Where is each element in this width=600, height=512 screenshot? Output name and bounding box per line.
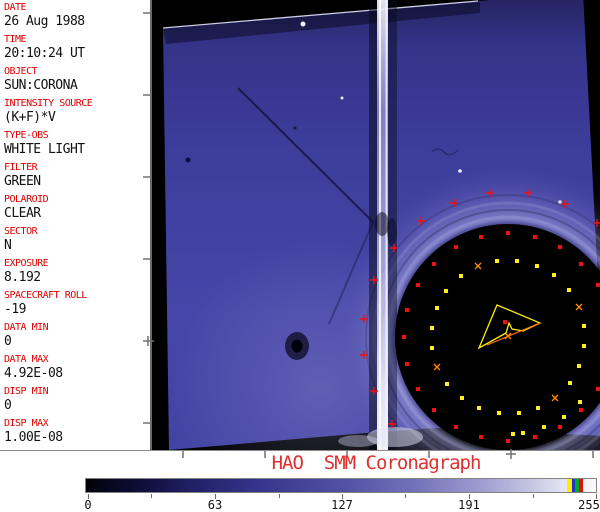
field-value: 0 <box>4 334 12 349</box>
diffraction-ring <box>365 194 600 450</box>
metadata-field: SECTOR N <box>4 226 150 253</box>
field-label: SPACECRAFT ROLL <box>4 290 87 301</box>
colorbar <box>85 478 597 493</box>
axis-ticks <box>143 12 594 459</box>
pylon-bottom-flare <box>367 427 423 447</box>
field-value: 20:10:24 UT <box>4 46 85 61</box>
field-value: 4.92E-08 <box>4 366 63 381</box>
field-value: 1.00E-08 <box>4 430 63 445</box>
metadata-field: POLAROID CLEAR <box>4 194 150 221</box>
metadata-field: DATA MAX 4.92E-08 <box>4 354 150 381</box>
colorbar-tick-label: 127 <box>331 498 353 512</box>
field-value: GREEN <box>4 174 41 189</box>
pylon-dark-right <box>388 0 397 450</box>
field-label: DISP MAX <box>4 418 49 429</box>
field-label: DATA MAX <box>4 354 49 365</box>
metadata-field: EXPOSURE 8.192 <box>4 258 150 285</box>
metadata-field: INTENSITY SOURCE (K+F)*V <box>4 98 150 125</box>
calibration-markers <box>360 189 600 443</box>
metadata-field: SPACECRAFT ROLL -19 <box>4 290 150 317</box>
pylon-bottom-flare <box>338 435 378 447</box>
metadata-field: FILTER GREEN <box>4 162 150 189</box>
pylon-blob <box>387 218 397 246</box>
field-label: INTENSITY SOURCE <box>4 98 93 109</box>
field-value: CLEAR <box>4 206 41 221</box>
field-label: DISP MIN <box>4 386 49 397</box>
field-label: TIME <box>4 34 27 45</box>
colorbar-minor-tick <box>279 494 280 498</box>
field-label: DATA MIN <box>4 322 49 333</box>
field-label: DATE <box>4 2 27 13</box>
field-label: OBJECT <box>4 66 38 77</box>
colorbar-major-tick <box>596 494 597 499</box>
field-label: TYPE-OBS <box>4 130 49 141</box>
field-label: POLAROID <box>4 194 49 205</box>
metadata-field: OBJECT SUN:CORONA <box>4 66 150 93</box>
pylon-blob <box>375 212 389 236</box>
colorbar-stripe <box>567 479 572 492</box>
colorbar-major-tick <box>88 494 89 499</box>
colorbar-major-tick <box>342 494 343 499</box>
metadata-field: DATE 26 Aug 1988 <box>4 2 150 29</box>
field-value: SUN:CORONA <box>4 78 78 93</box>
colorbar-minor-tick <box>151 494 152 498</box>
field-label: SECTOR <box>4 226 38 237</box>
metadata-field: DISP MIN 0 <box>4 386 150 413</box>
plot-title: HAO SMM Coronagraph <box>271 452 482 474</box>
field-value: WHITE LIGHT <box>4 142 85 157</box>
colorbar-tick-label: 63 <box>207 498 223 512</box>
colorbar-stripe <box>579 479 583 492</box>
colorbar-minor-tick <box>533 494 534 498</box>
colorbar-stripe <box>572 479 575 492</box>
field-value: (K+F)*V <box>4 110 56 125</box>
field-value: 0 <box>4 398 12 413</box>
colorbar-tick-label: 191 <box>458 498 480 512</box>
field-label: EXPOSURE <box>4 258 49 269</box>
colorbar-tick-label: 0 <box>84 498 92 512</box>
colorbar-stripe <box>575 479 579 492</box>
field-label: FILTER <box>4 162 38 173</box>
colorbar-major-tick <box>469 494 470 499</box>
colorbar-major-tick <box>215 494 216 499</box>
metadata-field: DATA MIN 0 <box>4 322 150 349</box>
pointing-overlay <box>477 304 542 350</box>
metadata-field: TYPE-OBS WHITE LIGHT <box>4 130 150 157</box>
metadata-panel: DATE 26 Aug 1988 TIME 20:10:24 UT OBJECT SUN:… <box>0 0 150 450</box>
colorbar-minor-tick <box>405 494 406 498</box>
colorbar-tick-label: 255 <box>578 498 600 512</box>
coronagraph-image <box>152 0 600 450</box>
field-value: -19 <box>4 302 26 317</box>
field-value: 26 Aug 1988 <box>4 14 85 29</box>
pylon-dark-left <box>369 0 377 450</box>
field-value: N <box>4 238 12 253</box>
metadata-field: DISP MAX 1.00E-08 <box>4 418 150 445</box>
metadata-field: TIME 20:10:24 UT <box>4 34 150 61</box>
field-value: 8.192 <box>4 270 41 285</box>
